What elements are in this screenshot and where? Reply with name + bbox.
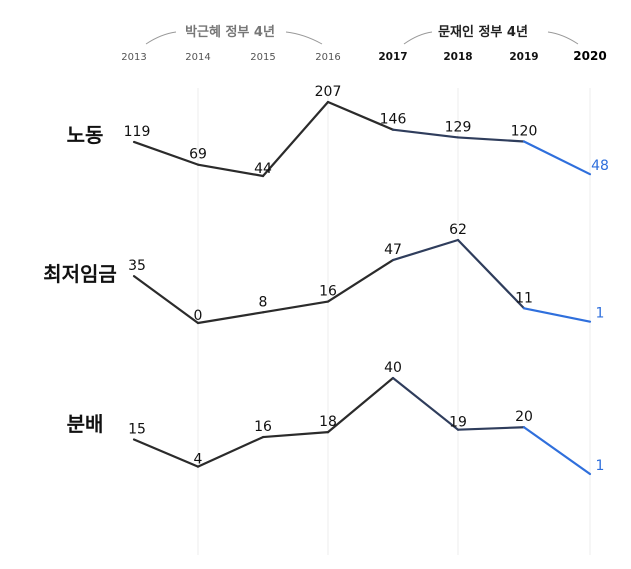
series-2-segment-2014 [196,311,265,325]
value-label-3-2018: 19 [449,415,467,431]
value-label-1-2015: 44 [254,161,272,177]
series-label-1: 노동 [67,123,104,147]
value-label-1-2013: 119 [124,124,151,140]
series-3-segment-2013 [132,438,200,468]
series-2-segment-2013 [132,275,200,325]
period-bracket-left-2 [403,31,433,45]
series-2-segment-2017 [391,238,460,262]
period-bracket-right-2 [547,31,579,45]
value-label-3-2017: 40 [384,360,402,376]
chart-header: 2013 2014 2015 2016 2017 2018 2019 2020 박근혜 정부 4… [121,24,606,63]
series-2-segment-2015 [261,300,330,314]
year-label-2018: 2018 [443,51,472,63]
value-label-1-2016: 207 [315,84,342,100]
value-label-2-2014: 0 [194,308,203,324]
year-label-2014: 2014 [185,52,210,63]
series-label-2: 최저임금 [43,262,117,286]
year-label-2015: 2015 [250,52,275,63]
series-1-segment-2015 [261,100,330,178]
series-1-segment-2019 [522,140,592,176]
grid-lines [197,88,591,555]
series-2-segment-2018 [456,238,526,310]
year-label-2013: 2013 [121,52,146,63]
value-label-3-2020: 1 [596,458,605,474]
series-1-segment-2017 [391,128,460,139]
value-label-2-2017: 47 [384,242,402,258]
year-label-2019: 2019 [509,51,538,63]
series-1-segment-2013 [132,140,200,166]
series-3-segment-2019 [522,426,592,476]
series-1-segment-2014 [196,163,265,178]
series-2-segment-2019 [522,307,592,323]
series-label-3: 분배 [67,412,104,436]
period-label-2: 문재인 정부 4년 [438,24,528,40]
period-label-1: 박근혜 정부 4년 [185,24,275,40]
value-label-2-2018: 62 [449,222,467,238]
value-label-2-2015: 8 [259,294,268,310]
year-label-2017: 2017 [378,51,407,63]
year-label-2016: 2016 [315,52,340,63]
value-label-1-2017: 146 [380,112,407,128]
series-3: 분배 15 4 16 18 40 19 20 1 [67,360,605,476]
series-3-segment-2015 [261,431,330,439]
value-label-3-2013: 15 [128,422,146,438]
value-label-2-2013: 35 [128,258,146,274]
series-3-segment-2014 [196,435,265,468]
value-label-2-2020: 1 [596,306,605,322]
value-label-2-2016: 16 [319,284,337,300]
value-label-3-2014: 4 [194,452,203,468]
series-3-segment-2016 [326,376,395,434]
value-label-2-2019: 11 [515,290,533,306]
series-3-segment-2017 [391,376,460,431]
value-label-3-2015: 16 [254,419,272,435]
value-label-3-2016: 18 [319,414,337,430]
period-bracket-left-1 [145,31,177,45]
series-3-segment-2018 [456,426,526,431]
series-1-segment-2018 [456,136,526,143]
series-1-segment-2016 [326,100,395,131]
series-2-segment-2016 [326,258,395,303]
value-label-1-2014: 69 [189,147,207,163]
value-label-1-2019: 120 [511,123,538,139]
period-bracket-right-1 [285,31,323,45]
value-label-1-2018: 129 [445,119,472,135]
year-label-2020: 2020 [573,49,606,63]
value-label-3-2019: 20 [515,409,533,425]
series-1: 노동 119 69 44 207 146 129 120 48 [67,84,609,178]
value-label-1-2020: 48 [591,158,609,174]
